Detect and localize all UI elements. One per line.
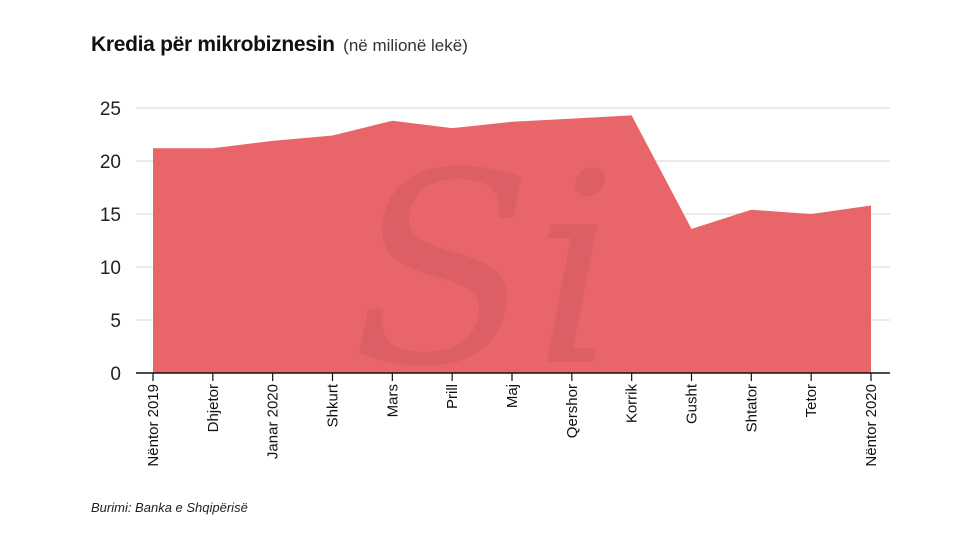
x-tick-label: Gusht [684,383,701,424]
data-point [331,134,334,137]
x-axis-tick-labels: Nëntor 2019 Dhjetor Janar 2020 Shkurt Mars Pr… [145,383,880,466]
data-point [810,213,813,216]
data-point [211,147,214,150]
source-note: Burimi: Banka e Shqipërisë [91,500,248,515]
x-tick-label: Prill [444,384,461,409]
area-series-fill [153,115,871,374]
x-tick-label: Nëntor 2020 [863,384,880,467]
data-point [630,114,633,117]
y-tick-label: 15 [100,205,121,226]
y-tick-label: 25 [100,99,121,120]
x-tick-label: Shtator [743,384,760,432]
x-tick-label: Maj [504,384,521,408]
area-series [152,114,873,374]
chart-title: Kredia për mikrobiznesin [91,33,335,56]
x-tick-label: Nëntor 2019 [145,384,162,467]
x-tick-label: Mars [384,384,401,417]
data-point [690,227,693,230]
x-tick-label: Janar 2020 [265,384,282,459]
data-point [750,208,753,211]
chart-title-row: Kredia për mikrobiznesin (në milionë lek… [91,33,468,57]
x-tick-label: Korrik [624,384,641,424]
x-tick-label: Tetor [803,384,820,417]
y-tick-label: 5 [110,311,121,332]
y-tick-label: 20 [100,152,121,173]
x-tick-label: Dhjetor [205,384,222,432]
x-tick-label: Shkurt [325,383,342,427]
y-tick-label: 10 [100,258,121,279]
x-tick-label: Qershor [564,384,581,438]
data-point [271,139,274,142]
y-tick-label: 0 [110,364,121,385]
chart-subtitle: (në milionë lekë) [343,36,468,55]
y-axis-tick-labels: 0 5 10 15 20 25 [100,99,121,385]
x-axis [136,372,890,381]
data-point [870,204,873,207]
data-point [152,147,155,150]
